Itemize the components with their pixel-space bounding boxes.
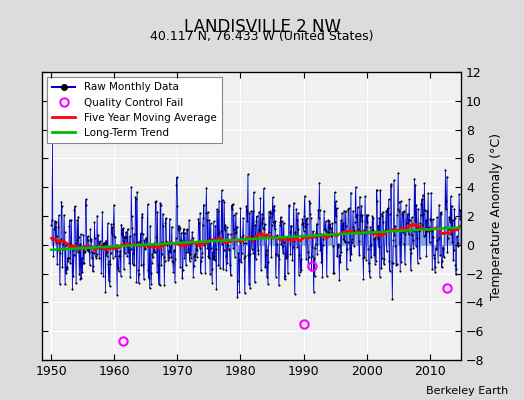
Y-axis label: Temperature Anomaly (°C): Temperature Anomaly (°C) bbox=[490, 132, 503, 300]
Text: Berkeley Earth: Berkeley Earth bbox=[426, 386, 508, 396]
Text: 40.117 N, 76.433 W (United States): 40.117 N, 76.433 W (United States) bbox=[150, 30, 374, 43]
Text: LANDISVILLE 2 NW: LANDISVILLE 2 NW bbox=[183, 18, 341, 36]
Legend: Raw Monthly Data, Quality Control Fail, Five Year Moving Average, Long-Term Tren: Raw Monthly Data, Quality Control Fail, … bbox=[47, 77, 222, 143]
